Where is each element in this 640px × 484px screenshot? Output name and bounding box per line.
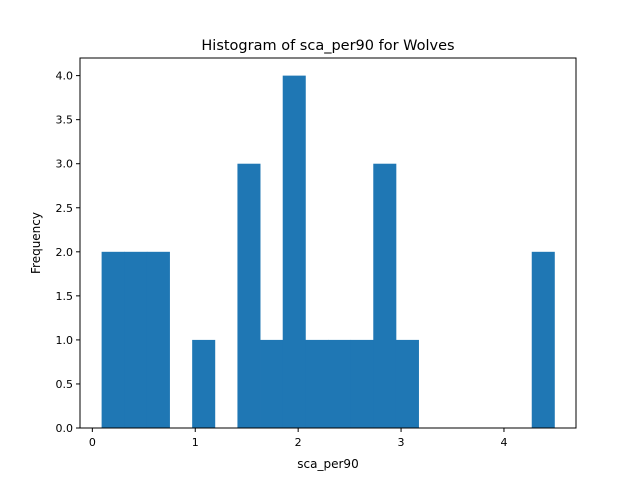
y-tick-label: 4.0 — [56, 70, 74, 83]
histogram-bar — [124, 251, 148, 428]
histogram-bar — [101, 251, 125, 428]
histogram-bar — [531, 251, 555, 428]
x-tick-label: 4 — [500, 436, 507, 449]
y-axis-label: Frequency — [29, 212, 43, 274]
x-tick-label: 0 — [89, 436, 96, 449]
y-tick-label: 0.0 — [56, 422, 74, 435]
y-tick-label: 2.5 — [56, 202, 74, 215]
histogram-bar — [282, 75, 306, 429]
x-tick-label: 2 — [295, 436, 302, 449]
histogram-bar — [305, 339, 329, 428]
x-ticks: 0 1 2 3 4 — [89, 428, 507, 449]
chart-title: Histogram of sca_per90 for Wolves — [201, 38, 454, 54]
y-tick-label: 1.0 — [56, 334, 74, 347]
histogram-bar — [350, 339, 374, 428]
histogram-bar — [395, 339, 419, 428]
histogram-bar — [192, 339, 216, 428]
plot-frame — [79, 57, 577, 429]
y-tick-label: 2.0 — [56, 246, 74, 259]
x-tick-label: 3 — [398, 436, 405, 449]
y-tick-label: 3.5 — [56, 114, 74, 127]
histogram-bar — [260, 339, 284, 428]
x-axis-label: sca_per90 — [297, 457, 358, 471]
histogram-bar — [237, 163, 261, 428]
y-ticks: 0.0 0.5 1.0 1.5 2.0 2.5 3.0 3.5 4.0 — [56, 70, 80, 435]
bars-layer — [101, 75, 555, 429]
y-tick-label: 1.5 — [56, 290, 74, 303]
x-tick-label: 1 — [192, 436, 199, 449]
y-tick-label: 3.0 — [56, 158, 74, 171]
y-tick-label: 0.5 — [56, 378, 74, 391]
histogram-bar — [373, 163, 397, 428]
histogram-bar — [146, 251, 170, 428]
histogram-bar — [328, 339, 352, 428]
